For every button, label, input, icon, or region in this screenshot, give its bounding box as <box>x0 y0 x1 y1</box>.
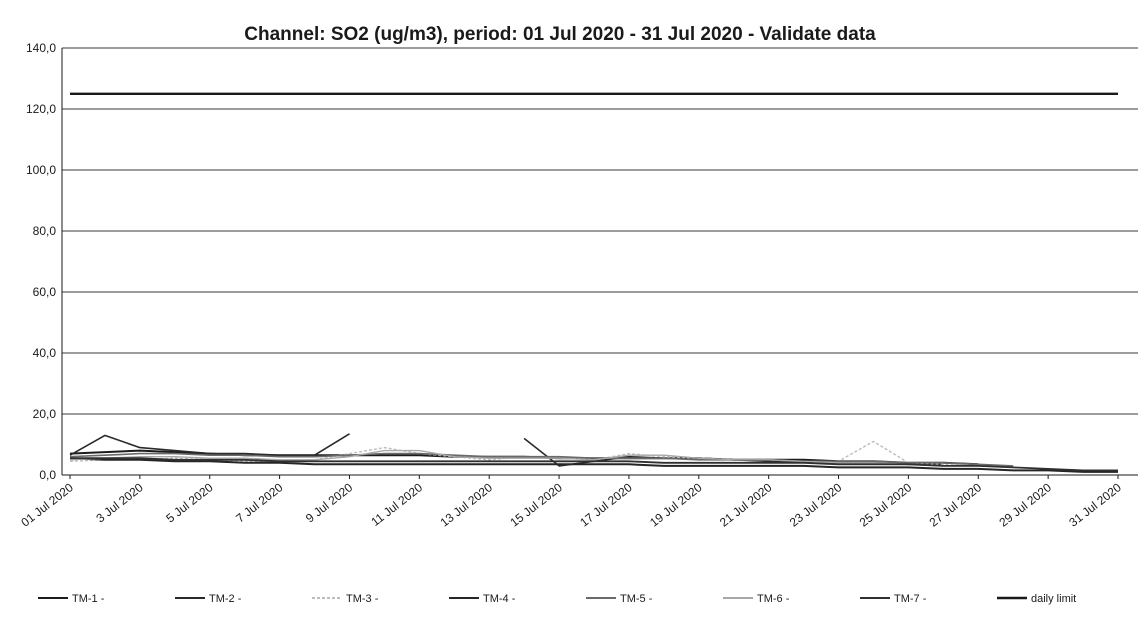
x-tick-label: 21 Jul 2020 <box>717 480 775 529</box>
x-tick-label: 29 Jul 2020 <box>996 480 1054 529</box>
series-line-5 <box>69 452 1014 467</box>
x-tick-label: 11 Jul 2020 <box>368 480 425 529</box>
x-tick-label: 23 Jul 2020 <box>787 480 845 529</box>
series-lines <box>69 92 1118 473</box>
x-tick-label: 5 Jul 2020 <box>163 480 216 525</box>
x-tick-label: 7 Jul 2020 <box>233 480 286 525</box>
gridlines <box>62 47 1138 415</box>
y-tick-label: 40,0 <box>33 346 57 360</box>
x-tick-label: 27 Jul 2020 <box>927 480 985 529</box>
y-tick-label: 0,0 <box>39 468 56 482</box>
y-tick-label: 20,0 <box>33 407 57 421</box>
series-line-6 <box>69 449 1014 469</box>
chart-title: Channel: SO2 (ug/m3), period: 01 Jul 202… <box>244 24 876 45</box>
y-tick-label: 100,0 <box>26 163 56 177</box>
x-tick-label: 13 Jul 2020 <box>438 480 496 529</box>
y-tick-label: 120,0 <box>26 102 56 116</box>
series-line-4 <box>69 457 1118 473</box>
x-tick-label: 9 Jul 2020 <box>303 480 356 525</box>
x-axis-ticks: 01 Jul 2020 3 Jul 2020 5 Jul 2020 7 Jul 202… <box>18 475 1124 530</box>
series-line-7 <box>70 457 1118 472</box>
x-tick-label: 17 Jul 2020 <box>577 480 635 529</box>
y-tick-label: 140,0 <box>26 41 56 55</box>
x-tick-label: 19 Jul 2020 <box>647 480 705 529</box>
legend-label: TM-6 - <box>757 593 790 605</box>
x-tick-label: 25 Jul 2020 <box>857 480 915 529</box>
x-tick-label: 3 Jul 2020 <box>93 480 146 525</box>
y-tick-label: 60,0 <box>33 285 57 299</box>
legend-label: daily limit <box>1031 593 1076 605</box>
legend-label: TM-3 - <box>346 593 379 605</box>
legend-label: TM-5 - <box>620 593 653 605</box>
y-axis-ticks: 0,0 20,0 40,0 60,0 80,0 100,0 120,0 140,0 <box>26 41 56 482</box>
legend: TM-1 - TM-2 - TM-3 - TM-4 - TM-5 - TM-6 - TM-7… <box>38 593 1076 605</box>
legend-label: TM-1 - <box>72 593 105 605</box>
legend-label: TM-2 - <box>209 593 242 605</box>
axes <box>61 48 1138 476</box>
legend-label: TM-7 - <box>894 593 927 605</box>
x-tick-label: 01 Jul 2020 <box>18 480 76 529</box>
legend-label: TM-4 - <box>483 593 516 605</box>
y-tick-label: 80,0 <box>33 224 57 238</box>
x-tick-label: 15 Jul 2020 <box>507 480 565 529</box>
x-tick-label: 31 Jul 2020 <box>1066 480 1124 529</box>
